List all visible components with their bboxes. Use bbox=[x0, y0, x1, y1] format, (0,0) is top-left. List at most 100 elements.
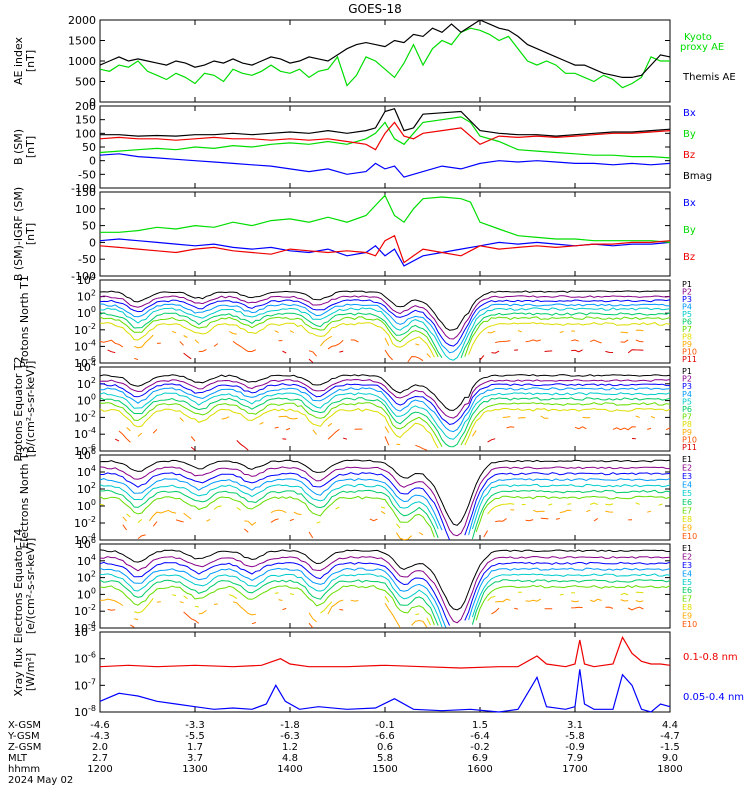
y-tick-label: 0 bbox=[89, 155, 96, 168]
series-0-1-0-8-nm bbox=[99, 635, 671, 669]
channel-label: P4 bbox=[682, 303, 692, 312]
channel-p9 bbox=[127, 416, 667, 445]
y-tick-label: -50 bbox=[78, 253, 96, 266]
channel-p4 bbox=[99, 303, 671, 354]
xaxis-value: 1200 bbox=[87, 764, 112, 775]
xaxis-value: 1.2 bbox=[282, 742, 298, 753]
channel-label: P6 bbox=[682, 318, 692, 327]
y-tick-label: 10-4 bbox=[74, 338, 96, 353]
channel-e3 bbox=[99, 561, 671, 626]
xaxis-value: -1.8 bbox=[280, 720, 300, 731]
legend-label: proxy AE bbox=[680, 42, 724, 53]
y-tick-label: 100 bbox=[77, 393, 96, 408]
xaxis-value: 1500 bbox=[372, 764, 397, 775]
y-axis-label: B (SM)-IGRF (SM)[nT] bbox=[12, 187, 37, 281]
y-tick-label: 0 bbox=[89, 236, 96, 249]
legend-label: Kyoto bbox=[684, 32, 712, 43]
legend-label: Bz bbox=[683, 252, 695, 263]
y-tick-label: 1500 bbox=[68, 35, 96, 48]
channel-label: P8 bbox=[682, 420, 692, 429]
y-tick-label: 10-7 bbox=[74, 677, 96, 692]
channel-e5 bbox=[99, 483, 671, 530]
channel-e2 bbox=[99, 555, 671, 624]
xaxis-value: -6.3 bbox=[280, 731, 300, 742]
channel-p3 bbox=[99, 299, 671, 347]
y-tick-label: 102 bbox=[77, 570, 96, 585]
xaxis-row-label: Y-GSM bbox=[7, 731, 40, 742]
xaxis-value: -1.5 bbox=[660, 742, 680, 753]
channel-e9 bbox=[100, 599, 651, 628]
xaxis-value: 4.8 bbox=[282, 753, 298, 764]
channel-p7 bbox=[99, 316, 671, 358]
xaxis-value: -4.6 bbox=[90, 720, 110, 731]
y-tick-label: 106 bbox=[77, 447, 96, 462]
channel-label: E3 bbox=[682, 561, 692, 570]
y-tick-label: 10-8 bbox=[74, 704, 96, 719]
channel-label: P8 bbox=[682, 333, 692, 342]
xaxis-value: -4.3 bbox=[90, 731, 110, 742]
y-tick-label: 10-6 bbox=[74, 651, 96, 666]
channel-e2 bbox=[99, 466, 671, 537]
xaxis-value: 9.0 bbox=[662, 753, 678, 764]
series-themis-ae bbox=[99, 19, 671, 78]
channel-e7 bbox=[99, 584, 671, 626]
channel-p10 bbox=[118, 426, 671, 451]
channel-p6 bbox=[99, 397, 671, 448]
channel-label: P2 bbox=[682, 288, 692, 297]
channel-e6 bbox=[99, 489, 671, 540]
date-label: 2024 May 02 bbox=[8, 775, 73, 786]
y-tick-label: 10-2 bbox=[74, 515, 96, 530]
y-tick-label: 100 bbox=[77, 586, 96, 601]
channel-label: P11 bbox=[682, 355, 697, 364]
channel-label: E1 bbox=[682, 455, 692, 464]
channel-label: E9 bbox=[682, 612, 692, 621]
series-bx bbox=[99, 153, 671, 178]
y-tick-label: 102 bbox=[77, 376, 96, 391]
xaxis-row-label: Z-GSM bbox=[8, 742, 41, 753]
channel-e10 bbox=[107, 606, 644, 629]
channel-label: E7 bbox=[682, 595, 692, 604]
y-tick-label: 10-5 bbox=[74, 624, 96, 639]
y-tick-label: -100 bbox=[71, 270, 96, 283]
y-tick-label: 100 bbox=[77, 305, 96, 320]
channel-label: P3 bbox=[682, 295, 692, 304]
y-tick-label: -50 bbox=[78, 168, 96, 181]
y-axis-label: Electrons North T3 bbox=[18, 446, 31, 548]
xaxis-value: 2.0 bbox=[92, 742, 108, 753]
channel-label: P6 bbox=[682, 405, 692, 414]
xaxis-value: 1.5 bbox=[472, 720, 488, 731]
xaxis-value: 7.9 bbox=[567, 753, 583, 764]
legend-label: 0.05-0.4 nm bbox=[683, 692, 744, 703]
channel-label: P7 bbox=[682, 413, 692, 422]
y-tick-label: 2000 bbox=[68, 14, 96, 27]
channel-label: P2 bbox=[682, 375, 692, 384]
panel-frame bbox=[99, 105, 671, 189]
xaxis-value: 1600 bbox=[467, 764, 492, 775]
y-axis-label: B (SM)[nT] bbox=[12, 129, 37, 165]
y-tick-label: 104 bbox=[77, 464, 96, 479]
channel-label: E5 bbox=[682, 578, 692, 587]
channel-label: E10 bbox=[682, 532, 697, 541]
y-tick-label: 500 bbox=[75, 76, 96, 89]
channel-e5 bbox=[99, 573, 671, 628]
xaxis-value: 1300 bbox=[182, 764, 207, 775]
channel-p2 bbox=[99, 378, 671, 419]
series-kyoto-proxy-ae bbox=[99, 27, 670, 89]
xaxis-value: 1800 bbox=[657, 764, 682, 775]
xaxis-value: -0.1 bbox=[375, 720, 395, 731]
channel-label: E2 bbox=[682, 552, 692, 561]
xaxis-value: -5.8 bbox=[565, 731, 585, 742]
series-by bbox=[100, 194, 671, 243]
xaxis-value: -3.3 bbox=[185, 720, 205, 731]
xaxis-value: 6.9 bbox=[472, 753, 488, 764]
channel-p4 bbox=[100, 387, 671, 433]
y-tick-label: 100 bbox=[75, 203, 96, 216]
xaxis-value: 3.1 bbox=[567, 720, 583, 731]
channel-label: P4 bbox=[682, 390, 692, 399]
panel-bigrf: -100 -50 0 50 100 150 B (SM)-IGRF (SM)[nT] Bx By… bbox=[12, 186, 696, 283]
channel-label: P5 bbox=[682, 397, 692, 406]
